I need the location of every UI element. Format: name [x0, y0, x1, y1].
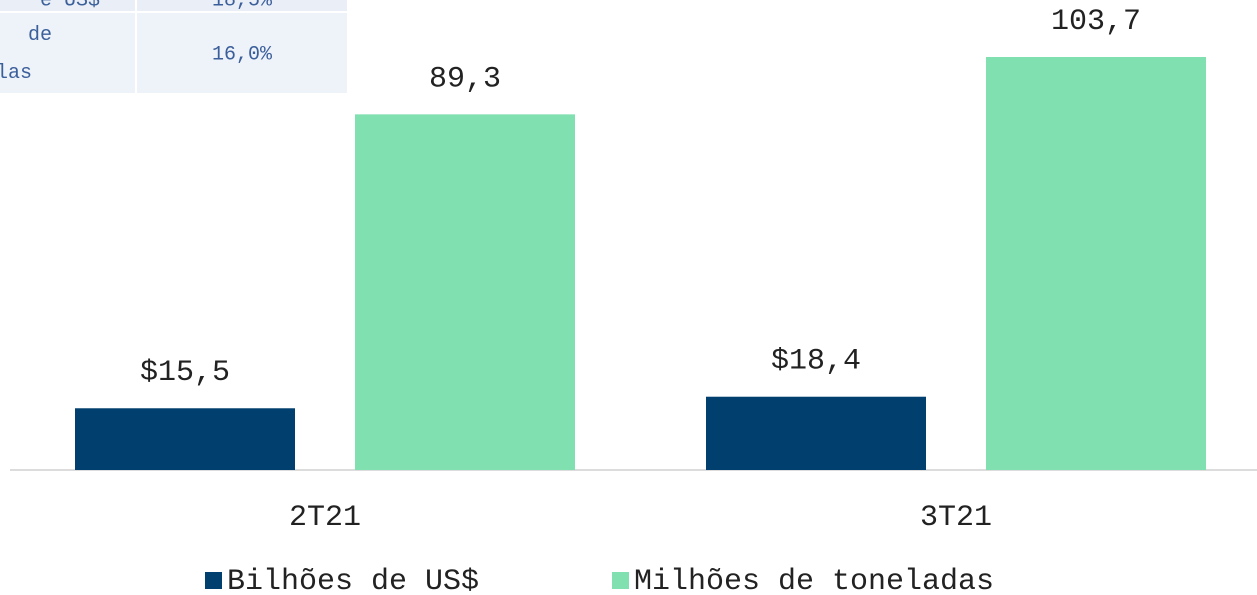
table: [0, 0, 348, 94]
table-cell-text: 16,0%: [212, 43, 273, 66]
x-tick-label: 3T21: [920, 501, 992, 535]
legend-swatch: [205, 572, 222, 589]
table-cell-text: 18,5%: [212, 0, 273, 12]
page: {"table": {"rows": [["e US$", "18,5%"], …: [0, 0, 1257, 595]
x-tick-label: 2T21: [289, 501, 361, 535]
bar: [75, 408, 295, 470]
table-cell-text: e US$: [40, 0, 100, 12]
bar: [355, 114, 575, 470]
legend-swatch: [612, 572, 629, 589]
data-label: 89,3: [429, 62, 501, 96]
bar: [706, 397, 926, 470]
legend-label: Bilhões de US$: [227, 565, 479, 595]
data-label: $18,4: [771, 345, 861, 379]
legend-label: Milhões de toneladas: [634, 565, 994, 595]
data-label: $15,5: [140, 356, 230, 390]
chart: e US$18,5%delas16,0%2T21$15,589,33T21$18…: [0, 0, 1257, 595]
data-label: 103,7: [1051, 5, 1141, 39]
bar: [986, 57, 1206, 470]
